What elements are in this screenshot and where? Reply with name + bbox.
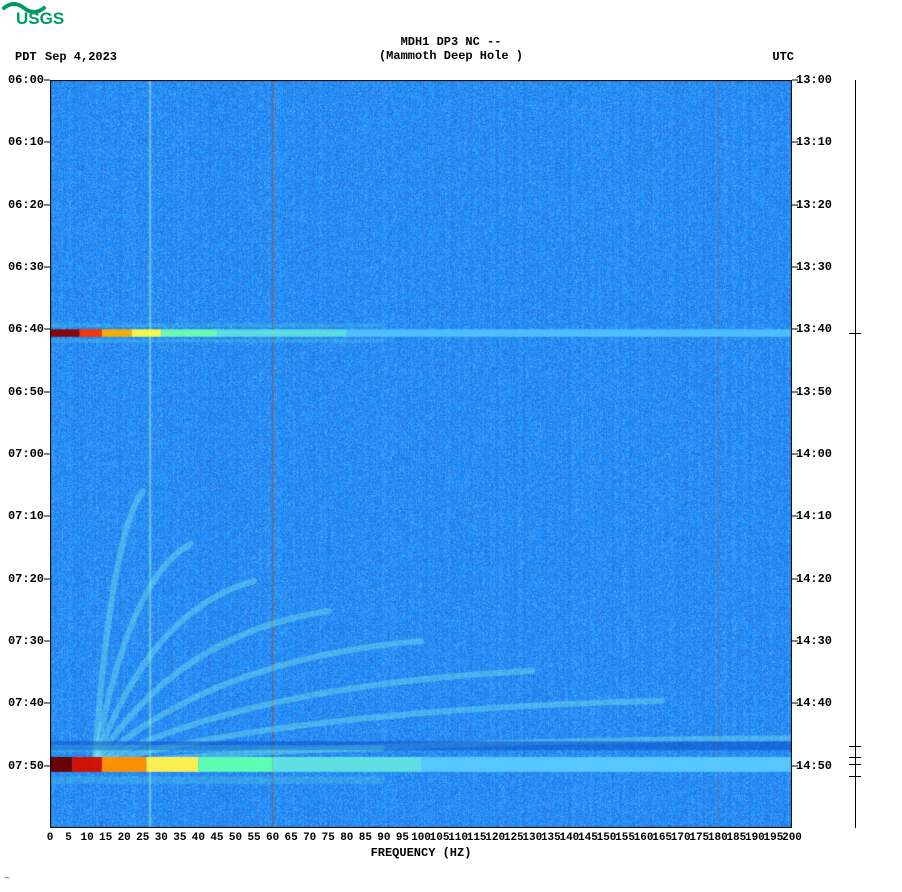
- x-tick: 115: [467, 832, 487, 844]
- station-name: (Mammoth Deep Hole ): [0, 49, 902, 63]
- y-tick-left: 06:50: [8, 385, 44, 399]
- y-tick-left: 06:10: [8, 135, 44, 149]
- x-tick: 190: [745, 832, 765, 844]
- x-tick: 55: [247, 832, 260, 844]
- x-tick: 155: [615, 832, 635, 844]
- x-tick: 95: [396, 832, 409, 844]
- x-tick: 50: [229, 832, 242, 844]
- y-tick-left: 06:30: [8, 260, 44, 274]
- x-tick: 120: [485, 832, 505, 844]
- y-tick-right: 13:30: [796, 260, 832, 274]
- chart-title: MDH1 DP3 NC -- (Mammoth Deep Hole ): [0, 35, 902, 63]
- event-bar-tick: [849, 764, 861, 765]
- y-tick-right: 14:30: [796, 634, 832, 648]
- x-tick: 130: [522, 832, 542, 844]
- x-tick: 10: [80, 832, 93, 844]
- x-tick: 160: [634, 832, 654, 844]
- x-tick: 180: [708, 832, 728, 844]
- y-tick-left: 07:40: [8, 696, 44, 710]
- left-timezone-label: PDT: [15, 50, 37, 64]
- x-tick: 85: [359, 832, 372, 844]
- spectrogram-plot: [50, 80, 792, 828]
- x-tick: 110: [448, 832, 468, 844]
- y-tick-right: 14:20: [796, 572, 832, 586]
- x-tick: 165: [652, 832, 672, 844]
- x-tick: 195: [764, 832, 784, 844]
- x-axis-ticks: 0510152025303540455055606570758085909510…: [50, 832, 792, 846]
- event-bar-tick: [849, 776, 861, 777]
- x-tick: 70: [303, 832, 316, 844]
- x-tick: 175: [689, 832, 709, 844]
- y-tick-left: 07:10: [8, 509, 44, 523]
- x-tick: 150: [597, 832, 617, 844]
- y-tick-left: 07:00: [8, 447, 44, 461]
- x-tick: 60: [266, 832, 279, 844]
- y-tick-right: 13:10: [796, 135, 832, 149]
- x-tick: 200: [782, 832, 802, 844]
- y-tick-right: 13:40: [796, 322, 832, 336]
- x-tick: 0: [47, 832, 54, 844]
- x-axis-label: FREQUENCY (HZ): [50, 846, 792, 860]
- right-timezone-label: UTC: [772, 50, 794, 64]
- x-tick: 100: [411, 832, 431, 844]
- x-tick: 20: [118, 832, 131, 844]
- svg-text:USGS: USGS: [16, 9, 64, 27]
- x-tick: 80: [340, 832, 353, 844]
- y-tick-left: 07:30: [8, 634, 44, 648]
- x-tick: 35: [173, 832, 186, 844]
- x-tick: 75: [322, 832, 335, 844]
- x-tick: 45: [210, 832, 223, 844]
- x-tick: 30: [155, 832, 168, 844]
- x-tick: 125: [504, 832, 524, 844]
- x-tick: 15: [99, 832, 112, 844]
- x-tick: 185: [726, 832, 746, 844]
- x-tick: 145: [578, 832, 598, 844]
- spectrogram-canvas: [50, 80, 792, 828]
- y-tick-right: 14:50: [796, 759, 832, 773]
- y-tick-left: 06:00: [8, 73, 44, 87]
- y-tick-left: 06:40: [8, 322, 44, 336]
- event-bar-tick: [849, 746, 861, 747]
- y-tick-right: 14:00: [796, 447, 832, 461]
- x-tick: 25: [136, 832, 149, 844]
- y-tick-right: 14:10: [796, 509, 832, 523]
- y-tick-right: 13:20: [796, 198, 832, 212]
- x-tick: 170: [671, 832, 691, 844]
- y-tick-right: 13:00: [796, 73, 832, 87]
- footer-mark: ~: [4, 874, 10, 885]
- event-bar-tick: [849, 333, 861, 334]
- y-tick-right: 13:50: [796, 385, 832, 399]
- event-bar-axis: [855, 80, 856, 828]
- station-code: MDH1 DP3 NC --: [0, 35, 902, 49]
- x-tick: 105: [430, 832, 450, 844]
- x-tick: 140: [559, 832, 579, 844]
- x-tick: 135: [541, 832, 561, 844]
- y-tick-left: 07:50: [8, 759, 44, 773]
- date-label: Sep 4,2023: [45, 50, 117, 64]
- y-tick-left: 06:20: [8, 198, 44, 212]
- x-tick: 40: [192, 832, 205, 844]
- x-tick: 90: [377, 832, 390, 844]
- y-tick-right: 14:40: [796, 696, 832, 710]
- event-bar-tick: [849, 757, 861, 758]
- x-tick: 5: [65, 832, 72, 844]
- y-tick-left: 07:20: [8, 572, 44, 586]
- x-tick: 65: [285, 832, 298, 844]
- usgs-logo: USGS: [2, 2, 92, 27]
